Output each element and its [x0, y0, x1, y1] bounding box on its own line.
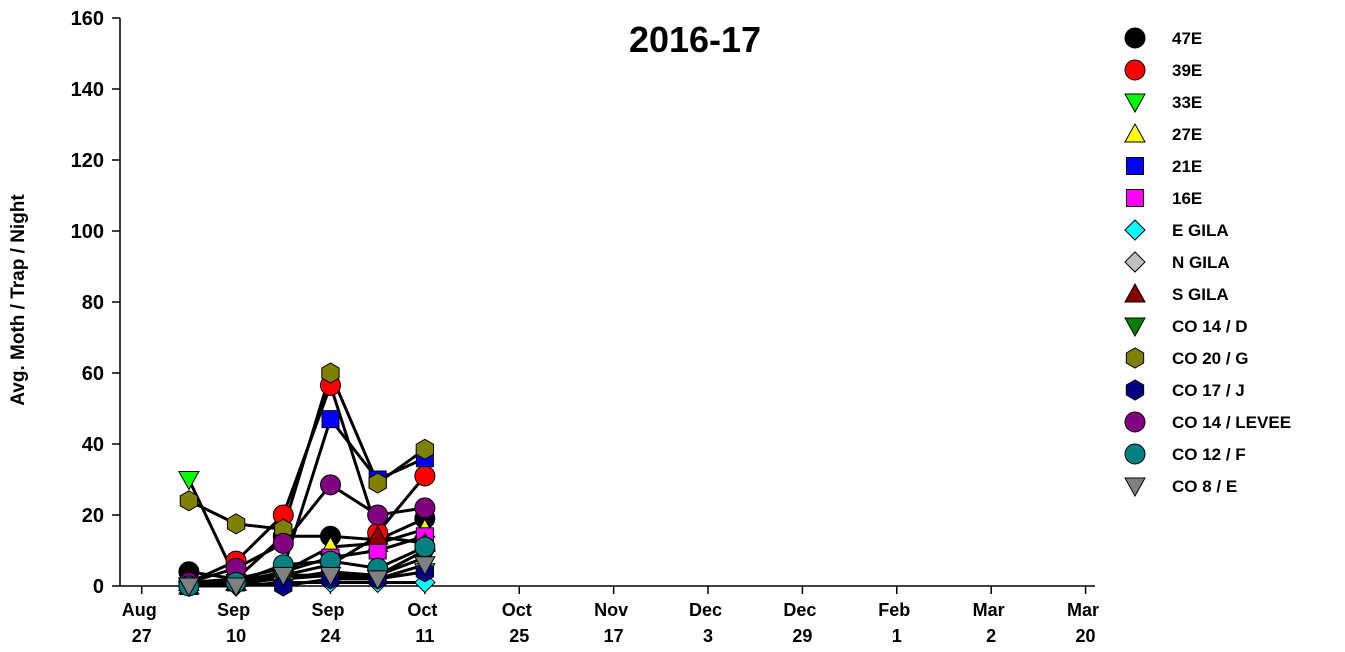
y-tick-label: 100 [71, 221, 104, 243]
legend-marker [1124, 477, 1146, 498]
legend-label: CO 14 / LEVEE [1172, 413, 1291, 432]
y-tick-label: 20 [82, 505, 104, 527]
legend-label: E GILA [1172, 221, 1229, 240]
legend-label: CO 17 / J [1172, 381, 1245, 400]
y-tick-label: 120 [71, 150, 104, 172]
data-point [414, 465, 436, 487]
data-point [366, 525, 389, 545]
legend-label: 27E [1172, 125, 1202, 144]
data-point [367, 504, 389, 526]
x-tick-label: Aug 27 [122, 600, 162, 646]
x-tick-label: Dec 29 [783, 600, 821, 646]
y-tick-label: 80 [82, 292, 104, 314]
x-tick-label: Mar 20 [1067, 600, 1104, 646]
legend-marker [1124, 317, 1146, 338]
legend-marker [1125, 379, 1145, 401]
data-point [415, 438, 435, 460]
data-point [414, 556, 436, 576]
data-point [366, 570, 389, 590]
legend-label: CO 8 / E [1172, 477, 1237, 496]
legend-marker [1124, 251, 1146, 273]
y-tick-label: 160 [71, 8, 104, 30]
y-axis-label: Avg. Moth / Trap / Night [8, 194, 29, 406]
data-point [179, 490, 199, 512]
legend-label: N GILA [1172, 253, 1230, 272]
y-tick-label: 140 [71, 79, 104, 101]
data-point [414, 536, 436, 558]
legend-marker [1124, 443, 1146, 465]
legend-label: 39E [1172, 61, 1202, 80]
data-point [272, 532, 294, 554]
legend-label: 21E [1172, 157, 1202, 176]
data-point [368, 472, 387, 494]
legend-marker [1124, 59, 1146, 81]
legend-marker [1124, 122, 1146, 143]
data-point [319, 474, 341, 496]
y-tick-label: 60 [82, 363, 104, 385]
x-tick-label: Oct 11 [407, 600, 442, 646]
series-line [188, 368, 426, 531]
data-point [226, 513, 246, 535]
legend-marker [1124, 219, 1146, 241]
legend-label: 47E [1172, 29, 1202, 48]
x-tick-label: Nov 17 [594, 600, 633, 646]
legend-label: CO 14 / D [1172, 317, 1248, 336]
y-tick-label: 40 [82, 434, 104, 456]
legend-label: CO 20 / G [1172, 349, 1249, 368]
data-point [321, 410, 340, 429]
x-tick-label: Oct 25 [502, 600, 537, 646]
chart-title: 2016-17 [629, 19, 761, 60]
data-point [321, 362, 340, 384]
data-point [225, 577, 247, 598]
x-tick-label: Mar 2 [973, 600, 1010, 646]
x-tick-label: Feb 1 [878, 600, 915, 646]
legend-marker [1124, 93, 1146, 114]
legend-label: S GILA [1172, 285, 1229, 304]
legend-label: 33E [1172, 93, 1202, 112]
data-point [178, 471, 200, 491]
data-point [414, 497, 436, 519]
legend-marker [1124, 411, 1146, 433]
legend-label: 16E [1172, 189, 1202, 208]
y-tick-label: 0 [93, 576, 104, 598]
x-tick-label: Sep 24 [311, 600, 349, 646]
data-point [178, 577, 200, 598]
legend-marker [1124, 27, 1146, 49]
x-tick-label: Dec 3 [689, 600, 727, 646]
data-point [272, 566, 295, 587]
legend-marker [1126, 157, 1144, 175]
data-point [319, 566, 342, 587]
legend-marker [1124, 282, 1146, 303]
legend-label: CO 12 / F [1172, 445, 1246, 464]
legend-marker [1126, 189, 1144, 207]
legend-marker [1125, 347, 1145, 369]
x-tick-label: Sep 10 [217, 600, 255, 646]
